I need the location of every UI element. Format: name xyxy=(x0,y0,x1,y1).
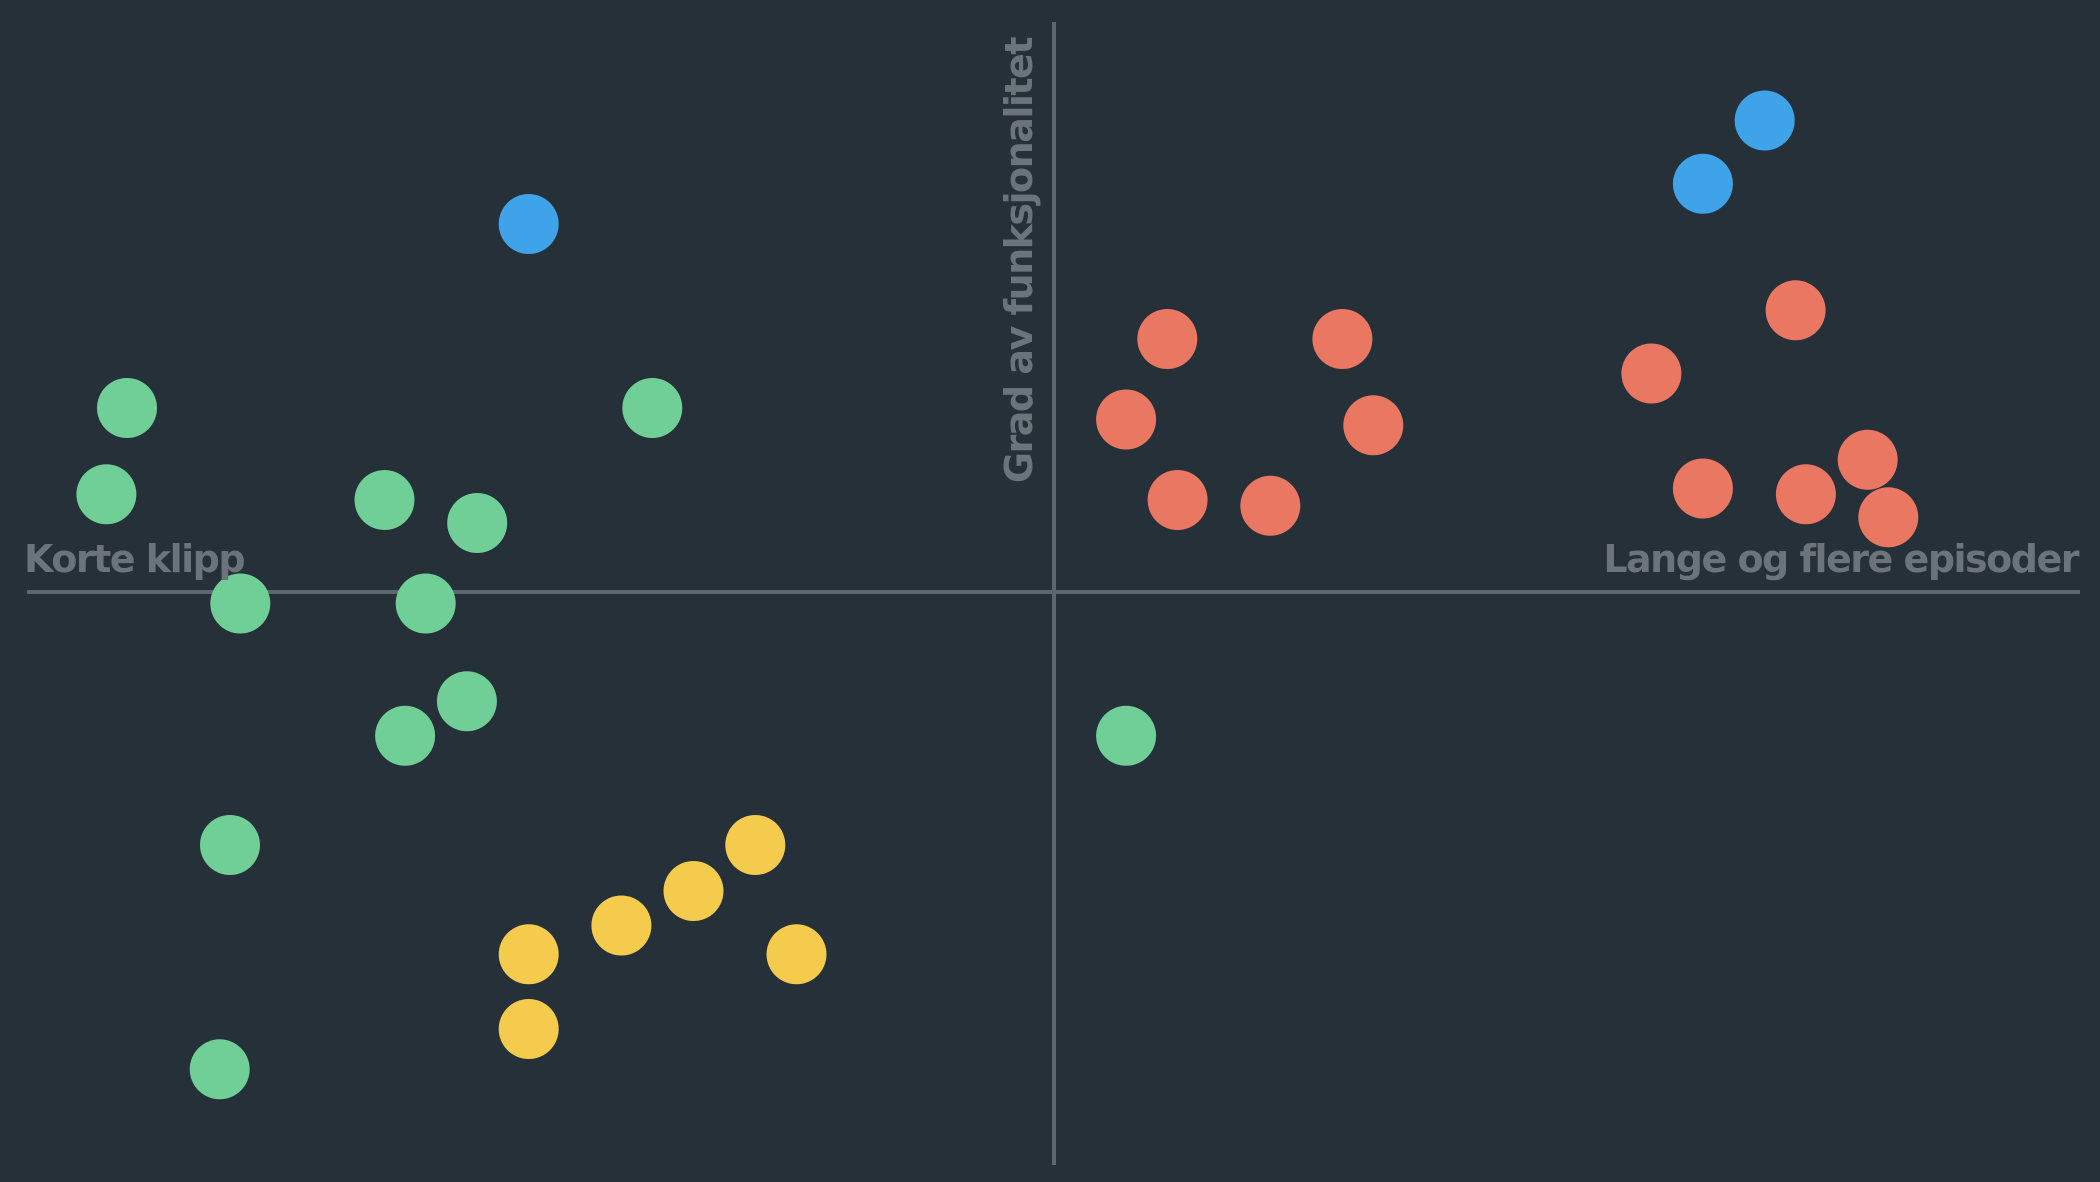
data-point-blue-15 xyxy=(1672,153,1733,214)
data-point-green-9 xyxy=(375,705,436,766)
data-point-blue-13 xyxy=(498,194,559,254)
data-point-red-27 xyxy=(1858,487,1919,548)
data-point-green-4 xyxy=(447,493,508,553)
data-point-green-2 xyxy=(76,464,137,525)
x-axis-label-negative: Korte klipp xyxy=(24,537,244,581)
data-point-red-25 xyxy=(1672,458,1733,519)
data-point-red-21 xyxy=(1240,475,1301,536)
data-point-yellow-32 xyxy=(766,924,827,985)
data-point-green-11 xyxy=(189,1039,250,1100)
data-point-red-19 xyxy=(1343,395,1404,456)
data-point-green-7 xyxy=(395,573,456,634)
data-point-yellow-28 xyxy=(725,815,786,875)
y-axis-label: Grad av funksjonalitet xyxy=(997,37,1041,483)
data-point-red-16 xyxy=(1137,309,1198,369)
data-point-red-24 xyxy=(1837,429,1898,490)
data-point-yellow-30 xyxy=(591,895,652,956)
data-point-green-3 xyxy=(354,470,415,530)
data-point-yellow-33 xyxy=(498,999,559,1059)
data-point-red-23 xyxy=(1621,343,1682,404)
data-point-red-20 xyxy=(1147,470,1208,530)
data-point-green-12 xyxy=(1096,705,1157,766)
data-point-yellow-29 xyxy=(663,861,724,921)
data-point-green-1 xyxy=(97,378,157,438)
data-points xyxy=(76,90,1919,1100)
data-point-green-10 xyxy=(200,815,260,875)
data-point-green-5 xyxy=(622,378,683,438)
data-point-red-18 xyxy=(1096,389,1157,450)
data-point-blue-14 xyxy=(1734,90,1795,151)
data-point-green-6 xyxy=(210,573,271,634)
data-point-green-8 xyxy=(436,671,497,732)
x-axis-label-positive: Lange og flere episoder xyxy=(1603,537,2079,581)
data-point-red-22 xyxy=(1765,280,1826,341)
data-point-red-26 xyxy=(1775,464,1836,525)
data-point-yellow-31 xyxy=(498,924,559,985)
data-point-red-17 xyxy=(1312,309,1373,369)
